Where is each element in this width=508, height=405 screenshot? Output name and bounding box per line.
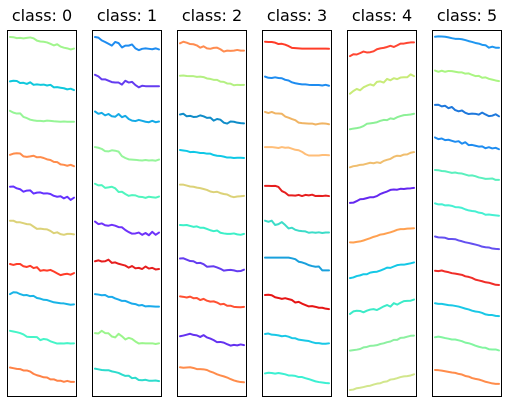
subplot-class-0: class: 0 [7, 6, 77, 397]
series-line [94, 73, 160, 89]
series-line [434, 35, 500, 49]
series-line [94, 220, 160, 237]
series-line [94, 367, 160, 383]
series-line [179, 112, 245, 125]
subplot-title: class: 4 [352, 6, 412, 25]
series-line [9, 35, 75, 51]
series-line [9, 219, 75, 236]
series-line [94, 329, 160, 345]
series-line [349, 41, 415, 58]
subplot-frame [177, 30, 247, 397]
series-line [179, 183, 245, 199]
series-line [349, 112, 415, 131]
series-line [434, 368, 500, 385]
subplot-class-4: class: 4 [347, 6, 417, 397]
series-line [434, 235, 500, 251]
series-line [179, 332, 245, 347]
subplot-frame [7, 30, 77, 397]
series-line [434, 169, 500, 181]
series-line [349, 227, 415, 244]
series-line [94, 110, 160, 124]
series-line [179, 295, 245, 309]
panels: class: 0 class: 1 class: 2 class: 3 class: 4… [7, 6, 502, 397]
series-line [434, 103, 500, 118]
subplot-frame [262, 30, 332, 397]
subplot-title: class: 1 [97, 6, 157, 25]
series-line [94, 182, 160, 199]
series-line [9, 185, 75, 201]
series-line [94, 146, 160, 162]
series-line [434, 69, 500, 83]
series-line [9, 152, 75, 168]
series-line [349, 298, 415, 315]
subplot-class-1: class: 1 [92, 6, 162, 397]
subplot-frame [432, 30, 502, 397]
series-line [264, 293, 330, 311]
subplot-title: class: 3 [267, 6, 327, 25]
series-line [179, 257, 245, 273]
subplot-class-2: class: 2 [177, 6, 247, 397]
series-line [264, 219, 330, 234]
series-line [264, 146, 330, 157]
series-line [94, 293, 160, 308]
series-line [434, 269, 500, 286]
series-line [349, 334, 415, 352]
subplot-class-3: class: 3 [262, 6, 332, 397]
series-line [264, 40, 330, 50]
series-line [434, 302, 500, 318]
series-line [349, 73, 415, 95]
series-line [349, 151, 415, 169]
series-line [264, 371, 330, 385]
series-line [9, 263, 75, 277]
series-line [349, 373, 415, 392]
series-line [179, 224, 245, 236]
series-line [9, 79, 75, 92]
series-line [94, 258, 160, 271]
series-line [179, 40, 245, 53]
subplot-frame [92, 30, 162, 397]
subplot-title: class: 2 [182, 6, 242, 25]
series-line [434, 202, 500, 217]
series-line [179, 366, 245, 384]
subplot-title: class: 5 [437, 6, 497, 25]
series-line [264, 75, 330, 87]
series-line [349, 186, 415, 204]
series-line [264, 332, 330, 345]
series-line [9, 109, 75, 123]
series-line [9, 291, 75, 306]
series-line [264, 256, 330, 272]
series-line [179, 74, 245, 87]
subplot-title: class: 0 [12, 6, 72, 25]
series-line [264, 110, 330, 126]
series-line [434, 335, 500, 352]
series-line [349, 261, 415, 280]
series-line [434, 136, 500, 151]
series-line [179, 149, 245, 159]
subplot-frame [347, 30, 417, 397]
subplot-class-5: class: 5 [432, 6, 502, 397]
series-line [94, 35, 160, 52]
series-line [9, 366, 75, 383]
series-line [264, 184, 330, 198]
series-line [9, 329, 75, 345]
